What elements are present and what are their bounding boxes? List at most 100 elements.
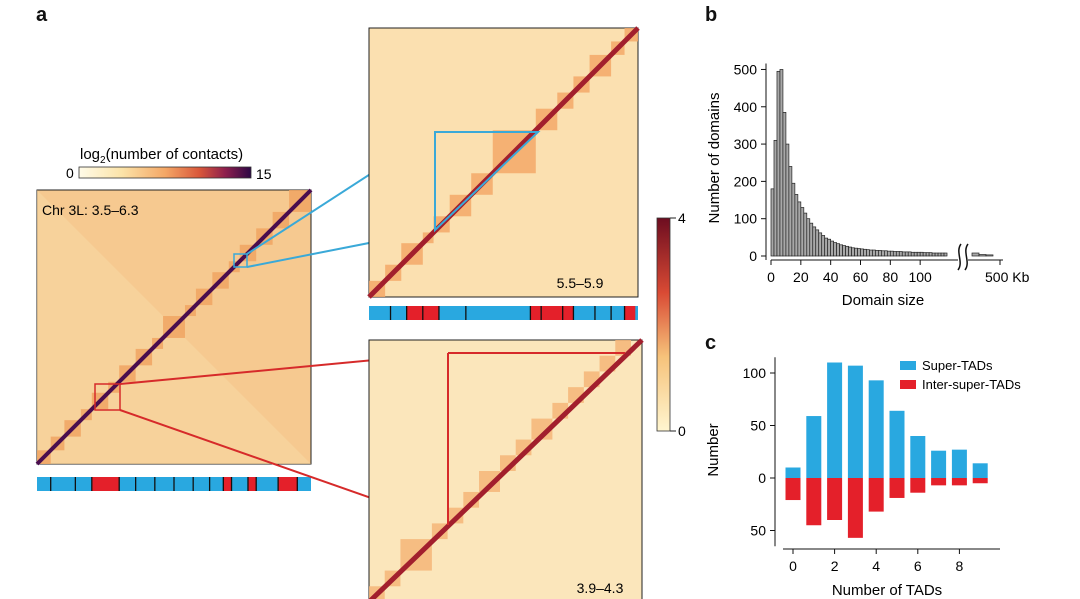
- bar-super-tads: [868, 380, 884, 478]
- bars-y-tick-label: 50: [750, 523, 766, 539]
- panel-letter-a: a: [36, 4, 48, 26]
- zoom-bottom-tad-block: [463, 491, 480, 508]
- contact-colorbar: log2(number of contacts) 0 15: [66, 146, 272, 182]
- legend-swatch-super-tads: [900, 361, 916, 370]
- main-map-diagonal: [35, 188, 313, 466]
- hist-bar: [800, 207, 805, 257]
- hist-bar: [830, 240, 835, 257]
- hist-bar: [916, 251, 921, 257]
- zoom-top-diagonal: [367, 26, 640, 299]
- hist-y-tick-label: 400: [734, 99, 758, 115]
- hist-bar: [836, 243, 840, 257]
- bar-inter-super-tads: [806, 478, 822, 526]
- bar-inter-super-tads: [847, 478, 863, 538]
- colorbar-title-prefix: log: [80, 146, 100, 163]
- ratio-colorbar-gradient: [656, 217, 671, 432]
- hist-bar: [928, 252, 933, 257]
- hist-bar: [842, 245, 846, 257]
- hist-bar: [839, 244, 843, 257]
- hist-bar: [940, 252, 945, 257]
- zoom-bottom-label: 3.9–4.3: [577, 580, 624, 596]
- bar-inter-super-tads: [972, 478, 988, 484]
- legend-label-inter-super-tads: Inter-super-TADs: [922, 377, 1021, 392]
- bar-super-tads: [806, 416, 822, 478]
- bar-inter-super-tads: [951, 478, 967, 486]
- track-red-segment: [91, 477, 120, 491]
- hist-bar: [910, 251, 915, 257]
- hist-bar: [860, 248, 864, 257]
- hist-bar: [904, 251, 909, 257]
- colorbar-title: log2(number of contacts): [80, 146, 243, 166]
- hist-bar: [851, 247, 855, 257]
- hist-x-tick-label: 0: [767, 269, 775, 285]
- bar-inter-super-tads: [889, 478, 905, 498]
- bar-super-tads: [847, 365, 863, 478]
- hist-x-tick-label: 80: [883, 269, 899, 285]
- colorbar-title-sub: 2: [100, 155, 106, 166]
- hist-bar: [785, 143, 790, 257]
- zoom-bottom-diagonal: [368, 338, 644, 599]
- hist-x-tick-label: 500 Kb: [985, 269, 1030, 285]
- bars-x-tick-label: 2: [831, 558, 839, 574]
- bars-x-tick-label: 8: [956, 558, 964, 574]
- tad-count-bar-chart: 0 50 100 50 0 2 4 6 8: [743, 357, 1000, 574]
- ratio-colorbar-min: 0: [678, 423, 686, 439]
- zoom-top-track: [369, 306, 638, 320]
- hist-bar: [806, 218, 811, 257]
- hist-bar: [872, 249, 876, 257]
- hist-y-tick-label: 0: [749, 248, 757, 264]
- hist-bar: [943, 252, 948, 257]
- zoom-top-track-segments: [389, 306, 636, 320]
- bars-y-tick-label: 50: [750, 418, 766, 434]
- hist-bar: [878, 250, 882, 257]
- hist-bar: [866, 249, 870, 257]
- bars-x-tick-label: 6: [914, 558, 922, 574]
- hist-tail-bar: [985, 254, 994, 257]
- hist-bar: [827, 238, 832, 257]
- main-map-zoom-box-top: [233, 253, 248, 268]
- bar-inter-super-tads: [868, 478, 884, 512]
- hist-x-tick-label: 100: [908, 269, 932, 285]
- bar-super-tads: [785, 467, 801, 478]
- track-red-segment: [624, 306, 636, 320]
- hist-bar: [848, 246, 852, 257]
- hist-bar: [812, 226, 817, 257]
- hist-bar: [898, 251, 903, 257]
- bar-inter-super-tads: [785, 478, 801, 501]
- hist-bar: [922, 252, 927, 257]
- zoom-map-bottom: [368, 338, 644, 599]
- bar-super-tads: [931, 450, 947, 478]
- track-red-segment: [247, 477, 257, 491]
- hist-bar: [934, 252, 939, 257]
- main-track-segments: [50, 477, 298, 491]
- legend-label-super-tads: Super-TADs: [922, 358, 993, 373]
- hist-bar: [881, 250, 885, 257]
- main-contact-map: [35, 188, 313, 466]
- zoom-top-highlight: [434, 131, 541, 233]
- hist-tail-bar: [971, 252, 980, 257]
- domain-size-histogram: 0 100 200 300 400 500 0 20 40 60 80 100 500 Kb: [734, 61, 1030, 285]
- zoom-top-label: 5.5–5.9: [557, 275, 604, 291]
- hist-bar: [919, 251, 924, 257]
- hist-axis-break-right: [964, 243, 969, 271]
- bar-super-tads: [910, 436, 926, 478]
- hist-bar: [875, 250, 879, 257]
- zoom-bottom-tad-block: [479, 471, 500, 492]
- hist-bar: [797, 201, 802, 257]
- hist-ylabel: Number of domains: [706, 93, 723, 224]
- hist-bar: [782, 112, 787, 257]
- hist-bar: [821, 235, 826, 257]
- hist-bar: [794, 194, 799, 257]
- hist-bar: [824, 237, 829, 257]
- track-red-segment: [223, 477, 232, 491]
- zoom-map-top: [367, 26, 640, 299]
- colorbar-max: 15: [256, 166, 272, 182]
- main-map-track: [37, 477, 311, 491]
- hist-bar: [937, 252, 942, 257]
- hist-bar: [770, 188, 775, 257]
- hist-xlabel: Domain size: [842, 292, 925, 309]
- ratio-colorbar: 4 0: [656, 210, 686, 439]
- bars-legend: Super-TADs Inter-super-TADs: [900, 358, 1021, 392]
- hist-bar: [884, 250, 888, 257]
